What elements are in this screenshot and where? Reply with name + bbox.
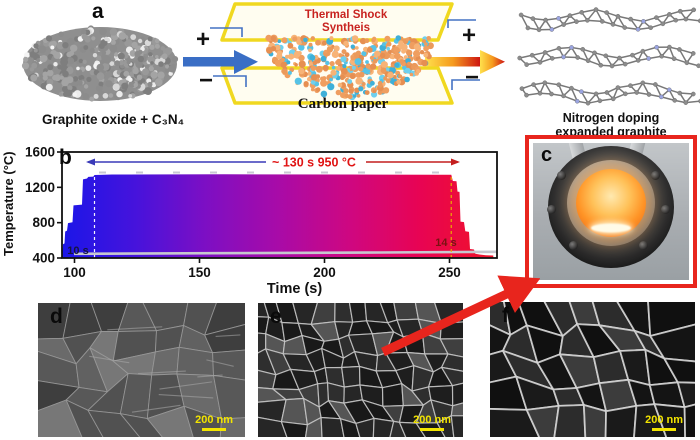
bolt-icon: [661, 205, 670, 214]
thermal-shock-title: Thermal Shock Syntheis: [304, 9, 388, 35]
electrode-wires: [210, 19, 480, 90]
sem-texture-f: [490, 302, 695, 437]
svg-text:1600: 1600: [25, 145, 55, 160]
svg-text:250: 250: [438, 265, 461, 280]
panel-c-highlight-box: c: [525, 135, 697, 288]
panel-d-label: d: [50, 305, 63, 328]
scalebar-line: [420, 428, 445, 431]
plus-right-label: +: [462, 22, 477, 49]
svg-text:10 s: 10 s: [67, 245, 88, 257]
panel-a-label: a: [92, 0, 104, 23]
panel-f-label: f: [502, 304, 509, 327]
scalebar-line: [652, 428, 677, 431]
plus-left-label: +: [196, 26, 211, 53]
temperature-time-chart: 100 150 200 250 400 800 1200 1600 Time (s) ~ 130 …: [25, 145, 498, 297]
heat-output-arrow: [425, 50, 505, 74]
thermal-shock-assembly: [183, 2, 505, 105]
bolt-icon: [569, 241, 578, 250]
minus-left-label: −: [199, 67, 214, 94]
graphene-sheets: [517, 7, 700, 106]
panel-c-label: c: [541, 144, 553, 166]
sem-texture-e: [258, 303, 463, 437]
scalebar-f: 200 nm: [645, 414, 683, 431]
carbon-paper-label: Carbon paper: [297, 96, 389, 112]
scalebar-line: [202, 428, 227, 431]
glow-highlight: [591, 223, 631, 233]
sem-image-e: e 200 nm: [258, 303, 463, 437]
svg-text:~ 130 s 950 °C: ~ 130 s 950 °C: [272, 156, 356, 170]
scalebar-e: 200 nm: [413, 414, 451, 431]
input-arrow: [183, 50, 258, 74]
svg-text:14 s: 14 s: [435, 237, 456, 249]
bolt-icon: [547, 205, 556, 214]
bolt-icon: [651, 171, 660, 180]
bolt-icon: [557, 171, 566, 180]
bolt-icon: [639, 241, 648, 250]
svg-text:800: 800: [32, 215, 55, 230]
sem-texture-d: [38, 303, 245, 437]
graphite-oxide-caption: Graphite oxide + C₃N₄: [41, 112, 185, 127]
glowing-reactor-photo: c: [533, 143, 689, 280]
carbon-paper-sample: [265, 34, 434, 101]
svg-text:Time (s): Time (s): [267, 281, 323, 297]
svg-text:1200: 1200: [25, 180, 55, 195]
panel-e-label: e: [270, 305, 282, 328]
sem-to-photo-arrow: [381, 275, 540, 357]
sem-image-f: f 200 nm: [490, 302, 695, 437]
svg-text:400: 400: [32, 251, 55, 266]
svg-text:150: 150: [188, 265, 211, 280]
minus-right-label: −: [465, 64, 480, 91]
graphite-oxide-disk: [21, 25, 179, 102]
svg-text:200: 200: [313, 265, 336, 280]
scalebar-d: 200 nm: [195, 414, 233, 431]
sem-image-d: d 200 nm: [38, 303, 245, 437]
svg-text:100: 100: [63, 265, 86, 280]
panel-b-label: b: [59, 146, 72, 169]
